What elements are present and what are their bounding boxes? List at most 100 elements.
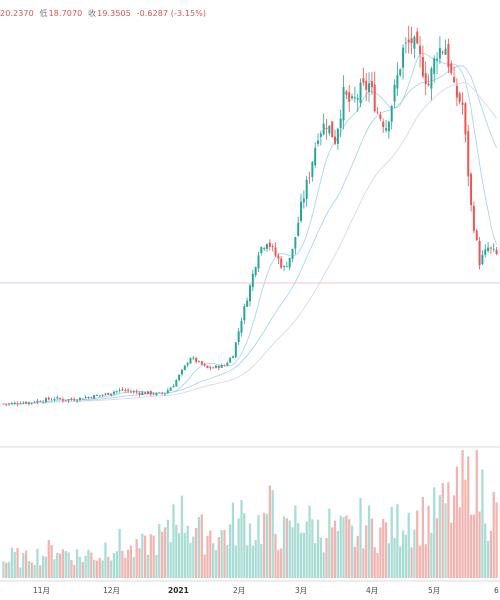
volume-bar [350, 525, 354, 578]
candle [107, 392, 110, 395]
volume-bar [223, 530, 226, 578]
volume-bar [158, 524, 161, 578]
candle [16, 401, 19, 407]
candle [370, 71, 373, 96]
candle [260, 246, 263, 256]
volume-bars [2, 450, 498, 578]
volume-bar [138, 548, 141, 578]
candle-body [441, 52, 444, 53]
candle [217, 365, 220, 371]
volume-bar [336, 530, 339, 578]
ma-mid-line [3, 65, 498, 405]
candle [455, 78, 458, 106]
x-tick-label: 5月 [428, 586, 440, 595]
volume-bar [64, 551, 67, 578]
candle [19, 401, 22, 405]
candle [166, 388, 169, 394]
low-label: 低 [39, 9, 48, 18]
candle [172, 383, 175, 388]
candle-body [104, 393, 107, 395]
volume-bar [396, 504, 399, 578]
candle [319, 130, 322, 146]
volume-bar [362, 548, 365, 578]
volume-bar [444, 503, 447, 578]
candle-body [209, 367, 212, 369]
candle-body [319, 133, 322, 137]
candle-body [345, 91, 348, 95]
ma-fast-line [3, 52, 498, 405]
candle-body [98, 395, 101, 397]
volume-bar [217, 537, 220, 578]
candle [87, 396, 90, 400]
candle-body [127, 389, 130, 391]
volume-bar [367, 505, 371, 578]
candle-body [297, 222, 300, 236]
candle-body [274, 247, 277, 256]
candle-body [461, 102, 464, 105]
candle-body [70, 398, 73, 400]
candle [138, 391, 141, 397]
candle [314, 142, 317, 168]
candle [135, 389, 138, 395]
candle-body [280, 258, 283, 268]
candle [280, 256, 283, 270]
candle-body [53, 399, 56, 400]
candle [385, 119, 388, 133]
candle-body [81, 398, 84, 400]
volume-bar [75, 549, 79, 578]
candle-body [438, 47, 441, 59]
candle [453, 66, 456, 84]
candle-body [175, 380, 178, 387]
candle [155, 392, 158, 397]
volume-bar [481, 469, 484, 578]
candle [22, 401, 25, 405]
volume-bar [285, 518, 288, 578]
candle-body [351, 96, 354, 99]
candle-body [163, 393, 166, 395]
volume-bar [277, 550, 280, 578]
candle-body [453, 77, 456, 83]
volume-bar [112, 553, 116, 578]
candle [427, 74, 430, 87]
volume-bar [149, 534, 152, 578]
volume-bar [475, 450, 478, 578]
candle [305, 175, 308, 207]
volume-bar [81, 561, 84, 578]
volume-bar [152, 535, 155, 578]
candle-body [379, 114, 382, 119]
x-tick-label: 11月 [33, 586, 50, 595]
candle [124, 388, 127, 393]
candle-body [489, 247, 492, 249]
volume-bar [282, 516, 286, 578]
candle [180, 368, 183, 377]
candle [104, 392, 107, 396]
candle-body [110, 393, 113, 396]
candle [197, 360, 200, 363]
candle-body [112, 391, 115, 394]
candle-body [424, 73, 427, 85]
candle-body [129, 391, 132, 393]
candle-body [283, 266, 286, 268]
candle-body [399, 69, 402, 76]
volume-bar [118, 528, 121, 578]
candle-body [243, 306, 246, 321]
candle-body [115, 390, 118, 392]
volume-bar [161, 531, 164, 578]
candle-body [322, 123, 325, 135]
candle [317, 133, 320, 147]
ma-slow-line [3, 82, 497, 405]
volume-bar [280, 548, 283, 578]
candle [353, 86, 356, 103]
volume-bar [197, 517, 201, 578]
volume-bar [268, 485, 271, 578]
candle [44, 397, 47, 404]
volume-bar [305, 521, 308, 578]
candle-body [212, 367, 215, 369]
volume-bar [214, 550, 218, 578]
volume-bar [486, 540, 490, 578]
candle [254, 266, 257, 278]
volume-bar [192, 536, 195, 578]
candle [271, 243, 274, 252]
candle-body [59, 398, 62, 400]
